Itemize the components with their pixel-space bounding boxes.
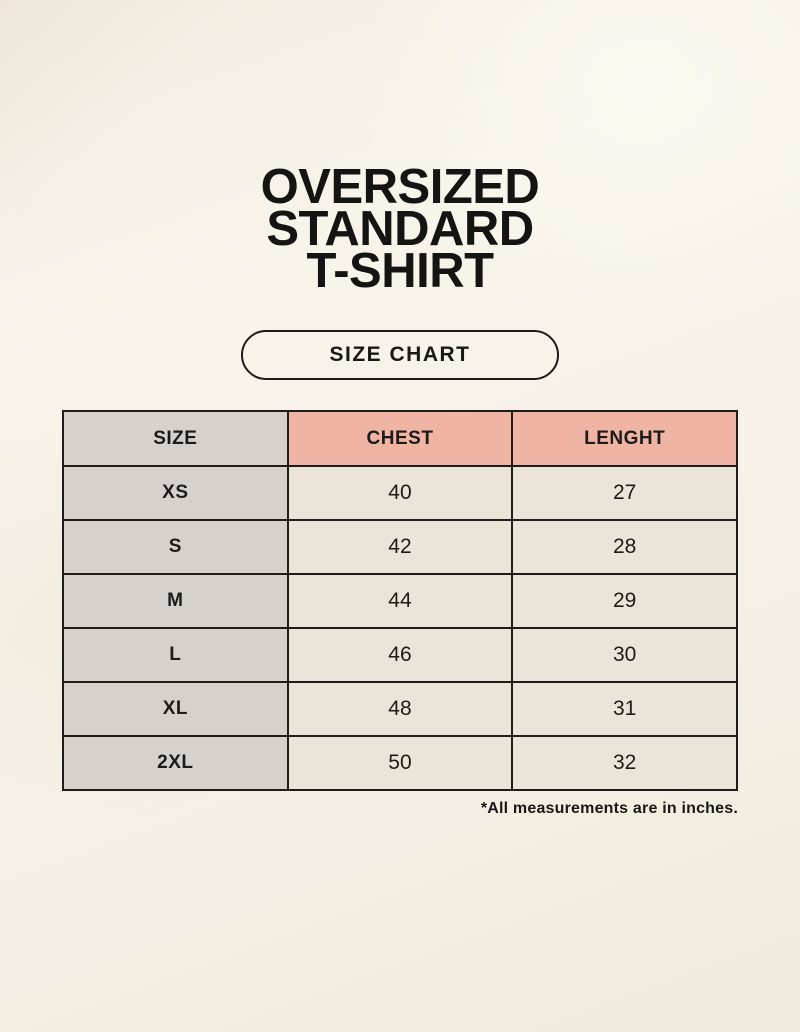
measurements-footnote: *All measurements are in inches.: [480, 800, 738, 817]
page-title-line-3: T-SHIRT: [306, 244, 494, 298]
table-row: XS 40 27: [62, 465, 738, 521]
size-chart-badge: SIZE CHART: [241, 330, 559, 380]
length-cell: 29: [511, 573, 738, 629]
page-title-line-2: STANDARD: [266, 202, 534, 256]
length-cell: 31: [511, 681, 738, 737]
size-chart-table: SIZE CHEST LENGHT XS 40 27 S 42 28 M 44 …: [62, 410, 738, 791]
size-cell: S: [62, 519, 289, 575]
page-title: OVERSIZED STANDARD T-SHIRT: [0, 0, 800, 298]
size-cell: XS: [62, 465, 289, 521]
chest-cell: 42: [286, 519, 514, 575]
table-row: XL 48 31: [62, 681, 738, 737]
chest-cell: 50: [286, 735, 514, 791]
size-chart-badge-label: SIZE CHART: [329, 343, 471, 366]
table-row: L 46 30: [62, 627, 738, 683]
length-cell: 32: [511, 735, 738, 791]
table-row: 2XL 50 32: [62, 735, 738, 791]
length-cell: 30: [511, 627, 738, 683]
chest-cell: 48: [286, 681, 514, 737]
table-header-row: SIZE CHEST LENGHT: [62, 410, 738, 467]
length-cell: 28: [511, 519, 738, 575]
column-header-size: SIZE: [62, 410, 289, 467]
chest-cell: 46: [286, 627, 514, 683]
size-cell: M: [62, 573, 289, 629]
chest-cell: 40: [286, 465, 514, 521]
page-title-line-1: OVERSIZED: [260, 160, 540, 214]
table-row: M 44 29: [62, 573, 738, 629]
size-cell: L: [62, 627, 289, 683]
column-header-chest: CHEST: [286, 410, 514, 467]
size-cell: XL: [62, 681, 289, 737]
size-cell: 2XL: [62, 735, 289, 791]
length-cell: 27: [511, 465, 738, 521]
chest-cell: 44: [286, 573, 514, 629]
column-header-lenght: LENGHT: [511, 410, 738, 467]
table-row: S 42 28: [62, 519, 738, 575]
